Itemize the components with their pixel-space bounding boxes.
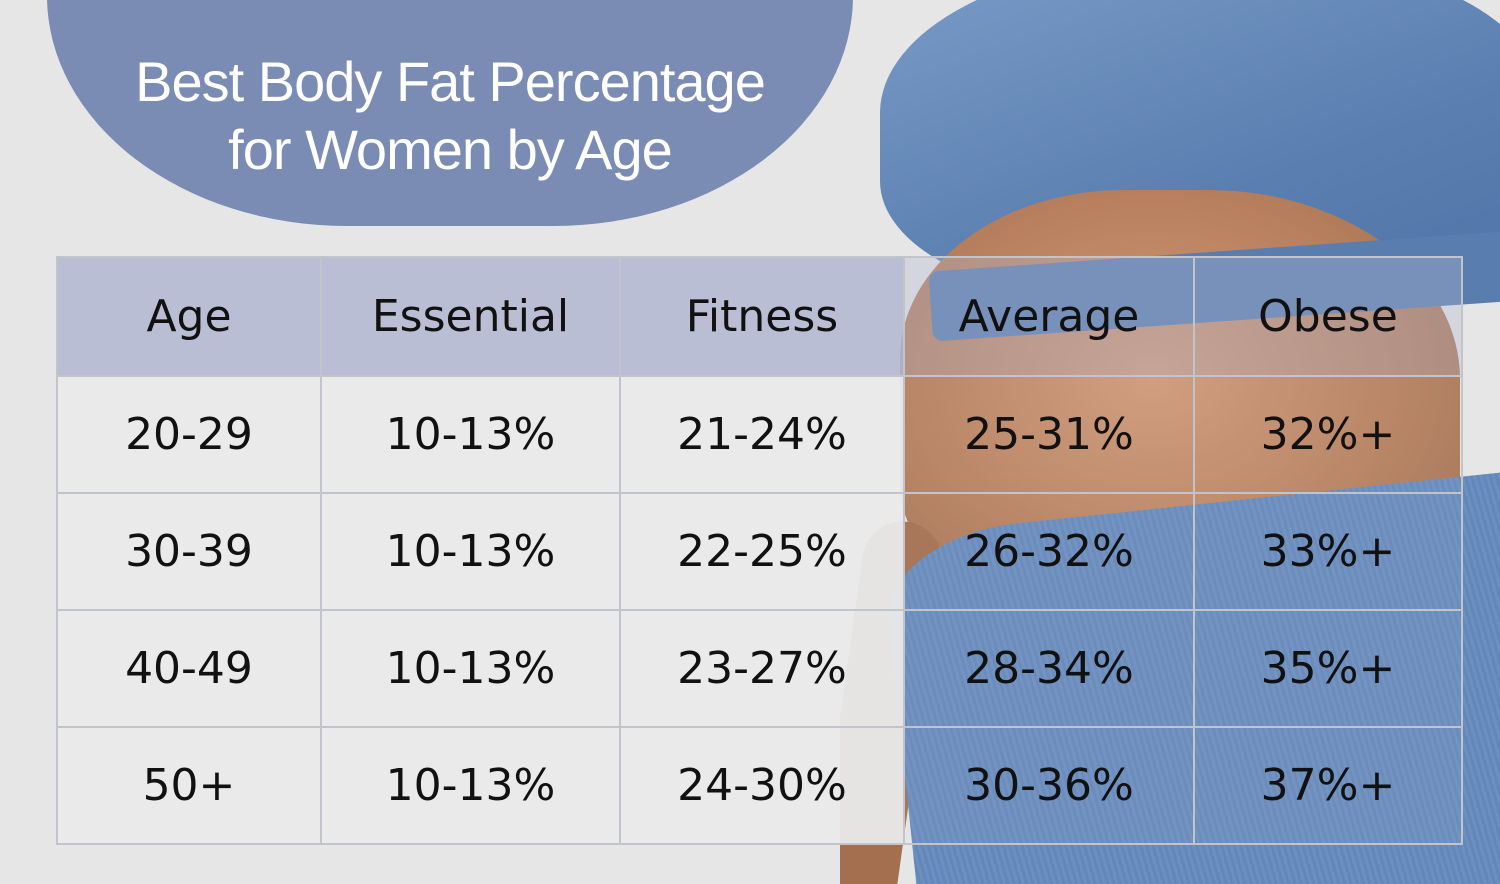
cell-age: 20-29 [56,375,322,494]
cell-obese: 33%+ [1193,492,1463,611]
cell-fitness: 22-25% [619,492,905,611]
cell-average: 28-34% [903,609,1195,728]
header-obese: Obese [1193,256,1463,377]
cell-obese: 35%+ [1193,609,1463,728]
title-banner: Best Body Fat Percentage for Women by Ag… [47,0,853,226]
header-essential: Essential [320,256,621,377]
cell-average: 30-36% [903,726,1195,845]
header-average: Average [903,256,1195,377]
title-line-1: Best Body Fat Percentage [135,50,766,113]
header-age: Age [56,256,322,377]
table-row: 40-49 10-13% 23-27% 28-34% 35%+ [56,609,1463,728]
header-fitness: Fitness [619,256,905,377]
cell-fitness: 21-24% [619,375,905,494]
cell-age: 40-49 [56,609,322,728]
table-row: 50+ 10-13% 24-30% 30-36% 37%+ [56,726,1463,845]
cell-fitness: 23-27% [619,609,905,728]
table-row: 30-39 10-13% 22-25% 26-32% 33%+ [56,492,1463,611]
cell-average: 26-32% [903,492,1195,611]
cell-age: 30-39 [56,492,322,611]
cell-essential: 10-13% [320,726,621,845]
title-line-2: for Women by Age [228,118,673,181]
cell-obese: 37%+ [1193,726,1463,845]
cell-average: 25-31% [903,375,1195,494]
body-fat-table: Age Essential Fitness Average Obese 20-2… [56,256,1463,845]
table-header-row: Age Essential Fitness Average Obese [56,256,1463,377]
cell-essential: 10-13% [320,609,621,728]
table-row: 20-29 10-13% 21-24% 25-31% 32%+ [56,375,1463,494]
cell-essential: 10-13% [320,375,621,494]
cell-fitness: 24-30% [619,726,905,845]
cell-obese: 32%+ [1193,375,1463,494]
cell-essential: 10-13% [320,492,621,611]
cell-age: 50+ [56,726,322,845]
